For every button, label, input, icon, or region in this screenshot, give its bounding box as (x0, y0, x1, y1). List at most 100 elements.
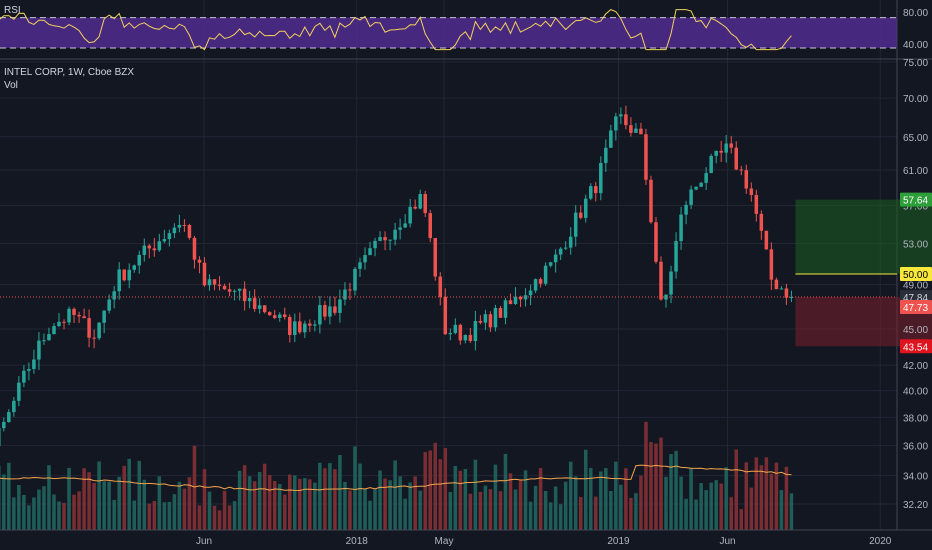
volume-bar (293, 475, 297, 530)
volume-bar (433, 442, 438, 530)
price-axis-label: 61.00 (903, 166, 928, 177)
candle (308, 319, 312, 332)
volume-bar (413, 476, 417, 530)
volume-bar (368, 500, 372, 530)
volume-title: Vol (4, 80, 18, 91)
volume-bar (739, 509, 744, 530)
candle (408, 198, 412, 228)
candle-body (719, 150, 723, 153)
candle-body (282, 314, 287, 317)
rsi-line (0, 9, 792, 51)
candle (739, 165, 744, 176)
volume-bar (518, 480, 523, 530)
volume-bar (167, 501, 172, 530)
time-axis-label: 2018 (346, 536, 369, 547)
candle (483, 309, 488, 331)
candle-body (112, 291, 116, 300)
candle-body (749, 188, 754, 195)
candle (594, 181, 598, 202)
candle-body (142, 245, 147, 255)
candle-body (358, 262, 362, 269)
candle-body (438, 276, 443, 297)
candle (578, 205, 583, 220)
candle-body (308, 323, 312, 326)
volume-bar (343, 482, 347, 530)
volume-bar (583, 449, 588, 530)
candle-body (0, 428, 1, 447)
volume-bar (704, 490, 708, 530)
candle-body (152, 248, 157, 251)
candle-body (277, 314, 282, 318)
candle (453, 318, 458, 335)
candle (162, 229, 167, 243)
candle (7, 409, 11, 423)
volume-bar (523, 470, 528, 530)
volume-bar (789, 493, 794, 530)
candle-body (368, 248, 372, 256)
candle (137, 250, 142, 274)
candle (403, 213, 407, 229)
candle (443, 288, 448, 335)
candle (288, 314, 292, 343)
volume-bar (689, 468, 693, 530)
price-axis: 80.00 40.00 75.00 70.00 65.00 61.00 57.00 53.00… (900, 8, 932, 511)
candle-body (563, 247, 568, 249)
candle-body (734, 147, 739, 170)
candle (187, 223, 192, 240)
price-axis-label: 53.00 (903, 239, 928, 250)
candle-body (408, 206, 412, 224)
volume-bar (453, 465, 458, 530)
candle (117, 262, 121, 300)
candle-body (679, 214, 683, 242)
candle (282, 307, 287, 320)
candle (17, 376, 21, 407)
volume-bar (488, 489, 493, 530)
candle (779, 286, 784, 290)
candles (0, 105, 794, 447)
candle (669, 265, 673, 304)
candle-body (774, 279, 779, 290)
candle (473, 310, 478, 351)
candle (348, 282, 352, 300)
candle-body (463, 334, 468, 341)
candle-body (558, 248, 563, 255)
candle (533, 278, 538, 294)
candle (543, 262, 548, 286)
candle (558, 247, 563, 260)
candle-body (724, 143, 728, 153)
candle-body (779, 288, 784, 290)
volume-bar (282, 494, 287, 530)
candle (644, 128, 648, 185)
candle (724, 135, 728, 163)
candle (232, 289, 237, 301)
candle-body (197, 259, 202, 263)
volume-bar (533, 485, 538, 530)
stop-price-tag-bg (900, 339, 932, 354)
candle-body (267, 312, 272, 316)
candle (97, 321, 101, 341)
candle-body (303, 323, 307, 333)
candle-body (729, 143, 733, 148)
candle (177, 214, 182, 233)
candle-body (187, 224, 192, 238)
entry-price-tag: 50.00 (903, 270, 928, 281)
volume-bar (578, 497, 583, 530)
volume-bar (724, 467, 728, 530)
volume-bar (363, 488, 367, 530)
candle-body (403, 223, 407, 228)
volume-bar (408, 482, 412, 530)
volume-bar (764, 457, 769, 530)
volume-bar (779, 490, 784, 530)
candle (729, 135, 733, 154)
candle-body (483, 314, 488, 323)
volume-bar (729, 497, 733, 530)
volume-bar (508, 473, 513, 530)
candle (0, 428, 1, 447)
volume-bar (373, 489, 377, 530)
candle (689, 185, 693, 209)
candle (383, 231, 387, 251)
volume-bar (227, 505, 232, 530)
candle (639, 122, 643, 135)
volume-bar (383, 478, 387, 530)
